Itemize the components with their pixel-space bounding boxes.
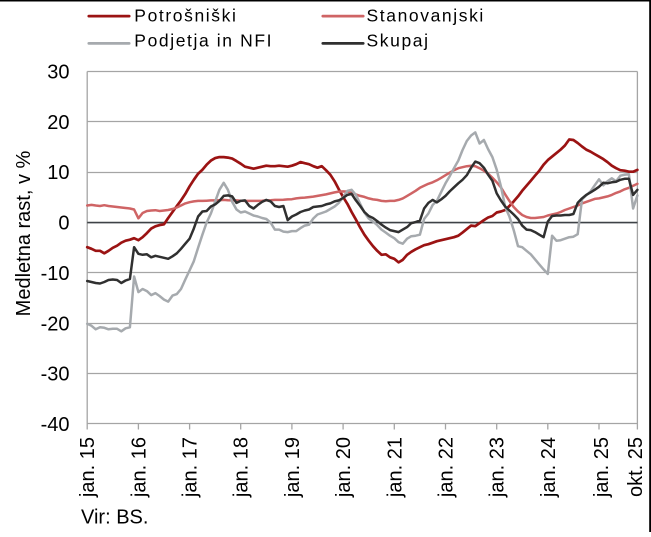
svg-text:jan. 22: jan. 22 xyxy=(436,437,458,498)
svg-text:jan. 17: jan. 17 xyxy=(180,437,202,498)
svg-text:10: 10 xyxy=(47,162,69,184)
svg-text:-10: -10 xyxy=(41,263,70,285)
svg-text:-20: -20 xyxy=(41,313,70,335)
svg-text:jan. 20: jan. 20 xyxy=(333,437,355,498)
svg-text:-30: -30 xyxy=(41,364,70,386)
svg-text:jan. 21: jan. 21 xyxy=(384,437,406,498)
svg-text:jan. 25: jan. 25 xyxy=(591,437,613,498)
svg-text:jan. 16: jan. 16 xyxy=(128,437,150,498)
svg-text:jan. 23: jan. 23 xyxy=(487,437,509,498)
svg-text:jan. 18: jan. 18 xyxy=(231,437,253,498)
svg-text:0: 0 xyxy=(58,213,69,235)
svg-text:Potrošniški: Potrošniški xyxy=(134,6,237,26)
svg-text:Skupaj: Skupaj xyxy=(367,31,430,51)
svg-text:Podjetja in NFI: Podjetja in NFI xyxy=(134,31,273,51)
svg-text:-40: -40 xyxy=(41,414,70,436)
svg-text:30: 30 xyxy=(47,62,69,84)
svg-text:jan. 15: jan. 15 xyxy=(77,437,99,498)
svg-text:Medletna rast, v %: Medletna rast, v % xyxy=(13,150,35,316)
svg-text:jan. 19: jan. 19 xyxy=(282,437,304,498)
svg-text:20: 20 xyxy=(47,112,69,134)
svg-text:Stanovanjski: Stanovanjski xyxy=(367,6,485,26)
svg-text:okt. 25: okt. 25 xyxy=(625,437,647,497)
svg-text:Vir: BS.: Vir: BS. xyxy=(81,507,148,529)
svg-text:jan. 24: jan. 24 xyxy=(538,437,560,498)
